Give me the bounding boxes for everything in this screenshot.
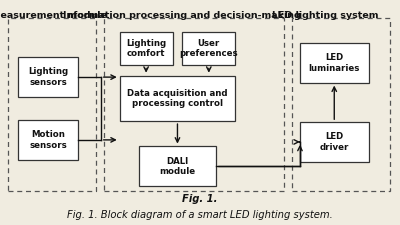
- Text: Fig. 1. Block diagram of a smart LED lighting system.: Fig. 1. Block diagram of a smart LED lig…: [67, 194, 333, 204]
- Text: Fig. 1.: Fig. 1.: [182, 194, 218, 204]
- Bar: [8, 18, 96, 191]
- Bar: [18, 120, 78, 160]
- Text: Lighting
comfort: Lighting comfort: [126, 39, 166, 58]
- Text: Lighting
sensors: Lighting sensors: [28, 68, 68, 87]
- Bar: [18, 57, 78, 97]
- Bar: [120, 76, 235, 121]
- Text: Data acquisition and
processing control: Data acquisition and processing control: [127, 89, 228, 108]
- Text: LED lighting system: LED lighting system: [272, 11, 379, 20]
- Bar: [182, 32, 235, 65]
- Bar: [120, 32, 172, 65]
- Bar: [104, 18, 284, 191]
- Text: Measurement module: Measurement module: [0, 11, 107, 20]
- Text: DALI
module: DALI module: [159, 157, 196, 176]
- Text: LED
luminaries: LED luminaries: [308, 53, 360, 73]
- Text: LED
driver: LED driver: [320, 132, 349, 152]
- Text: User
preferences: User preferences: [180, 39, 238, 58]
- Bar: [139, 146, 216, 186]
- Bar: [292, 18, 390, 191]
- Bar: [300, 43, 368, 83]
- Text: Information processing and decision-making: Information processing and decision-maki…: [64, 11, 301, 20]
- Bar: [300, 122, 368, 162]
- Text: Fig. 1. Block diagram of a smart LED lighting system.: Fig. 1. Block diagram of a smart LED lig…: [67, 210, 333, 220]
- Text: Motion
sensors: Motion sensors: [29, 130, 67, 150]
